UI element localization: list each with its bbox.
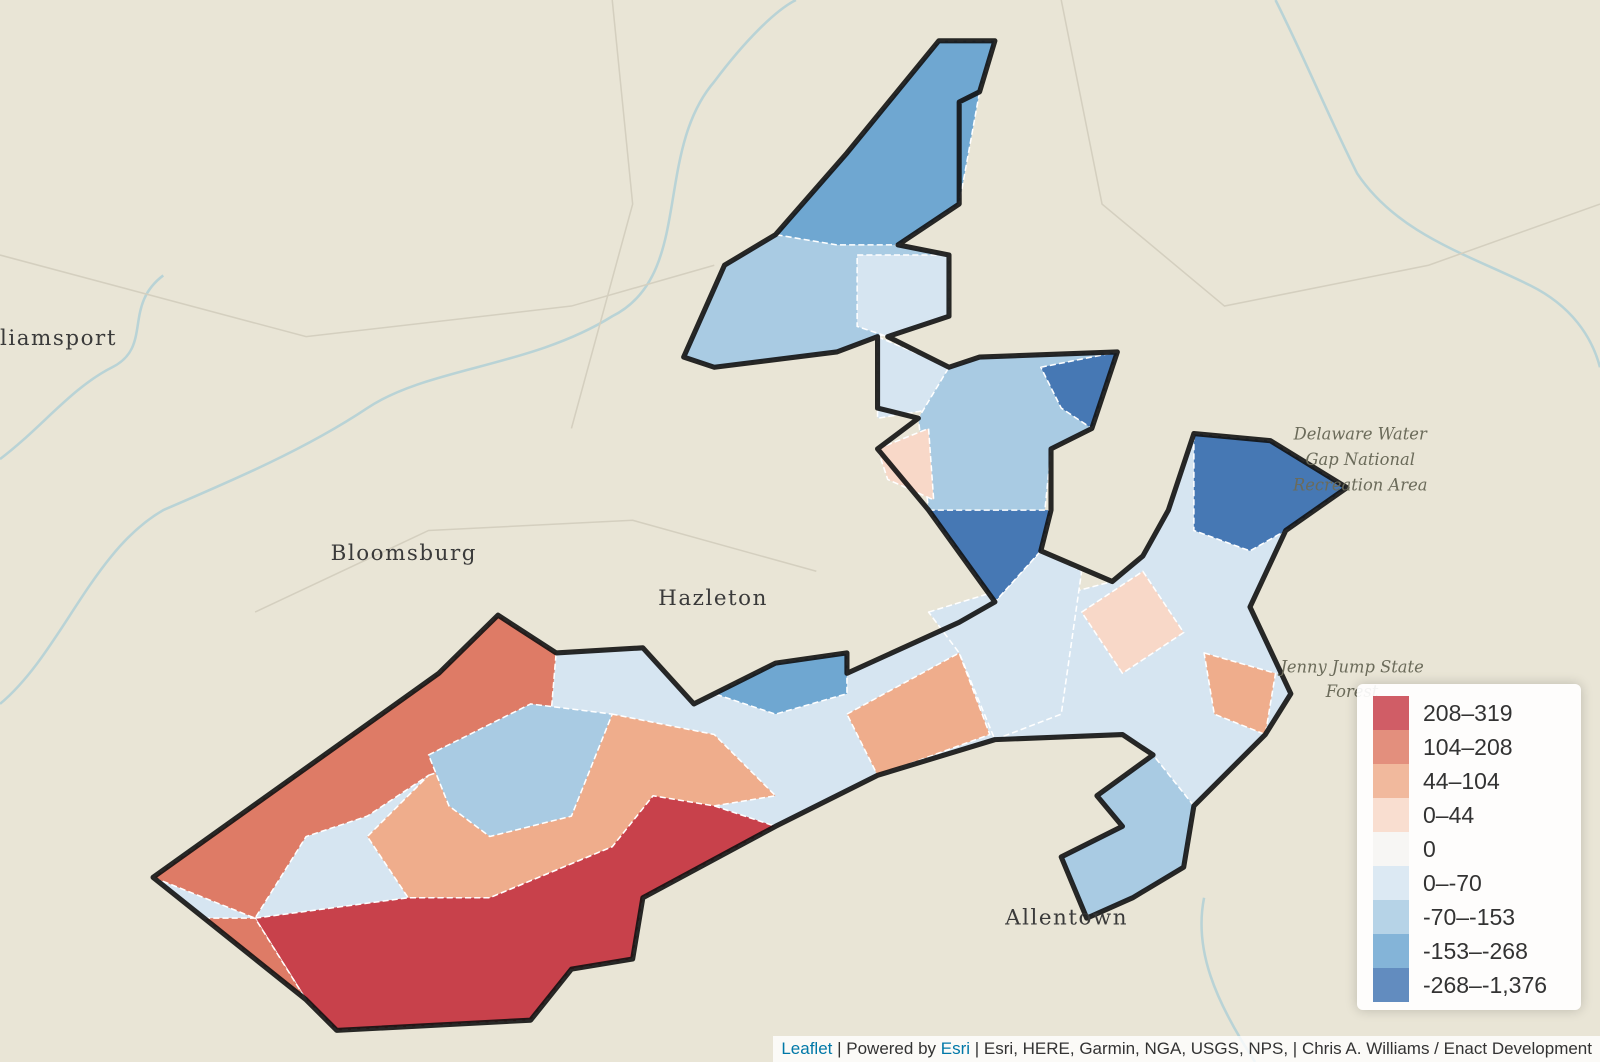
esri-link[interactable]: Esri — [940, 1039, 971, 1058]
legend-row: 104–208 — [1373, 730, 1581, 764]
legend-label: 208–319 — [1423, 699, 1513, 726]
place-label: Allentown — [1004, 905, 1128, 930]
legend-swatch — [1373, 696, 1409, 730]
place-label: Hazleton — [658, 586, 768, 611]
legend: 208–319 104–208 44–104 0–44 0 0–-70 -70–-153 -1… — [1357, 684, 1581, 1010]
legend-label: 104–208 — [1423, 733, 1513, 760]
district-outline — [150, 38, 1350, 1033]
legend-row: 0–44 — [1373, 798, 1581, 832]
leaflet-link[interactable]: Leaflet — [781, 1039, 833, 1058]
park-label: Delaware Water — [1293, 425, 1428, 444]
legend-row: -153–-268 — [1373, 934, 1581, 968]
legend-swatch — [1373, 934, 1409, 968]
park-label: Jenny Jump State — [1277, 657, 1423, 676]
legend-row: -70–-153 — [1373, 900, 1581, 934]
park-label: Recreation Area — [1292, 476, 1428, 495]
park-label: Gap National — [1305, 450, 1414, 469]
legend-row: -268–-1,376 — [1373, 968, 1581, 1002]
legend-swatch — [1373, 968, 1409, 1002]
legend-swatch — [1373, 832, 1409, 866]
legend-swatch — [1373, 730, 1409, 764]
legend-swatch — [1373, 866, 1409, 900]
attribution-text: | Powered by — [837, 1039, 937, 1058]
attribution: Leaflet | Powered by Esri | Esri, HERE, … — [773, 1036, 1600, 1062]
legend-label: 0–-70 — [1423, 869, 1482, 896]
legend-label: -70–-153 — [1423, 903, 1516, 930]
legend-row: 0 — [1373, 832, 1581, 866]
attribution-text: | Esri, HERE, Garmin, NGA, USGS, NPS, | … — [974, 1039, 1592, 1058]
boundaries — [0, 0, 1600, 613]
legend-label: 0 — [1423, 835, 1436, 862]
legend-label: 0–44 — [1423, 801, 1475, 828]
legend-row: 208–319 — [1373, 696, 1581, 730]
district — [152, 40, 1348, 1032]
legend-row: 0–-70 — [1373, 866, 1581, 900]
legend-label: -268–-1,376 — [1423, 971, 1548, 998]
place-label: Bloomsburg — [331, 541, 477, 566]
legend-swatch — [1373, 798, 1409, 832]
legend-label: -153–-268 — [1423, 937, 1528, 964]
legend-swatch — [1373, 764, 1409, 798]
legend-swatch — [1373, 900, 1409, 934]
legend-row: 44–104 — [1373, 764, 1581, 798]
legend-label: 44–104 — [1423, 767, 1500, 794]
place-label: liamsport — [0, 326, 117, 351]
